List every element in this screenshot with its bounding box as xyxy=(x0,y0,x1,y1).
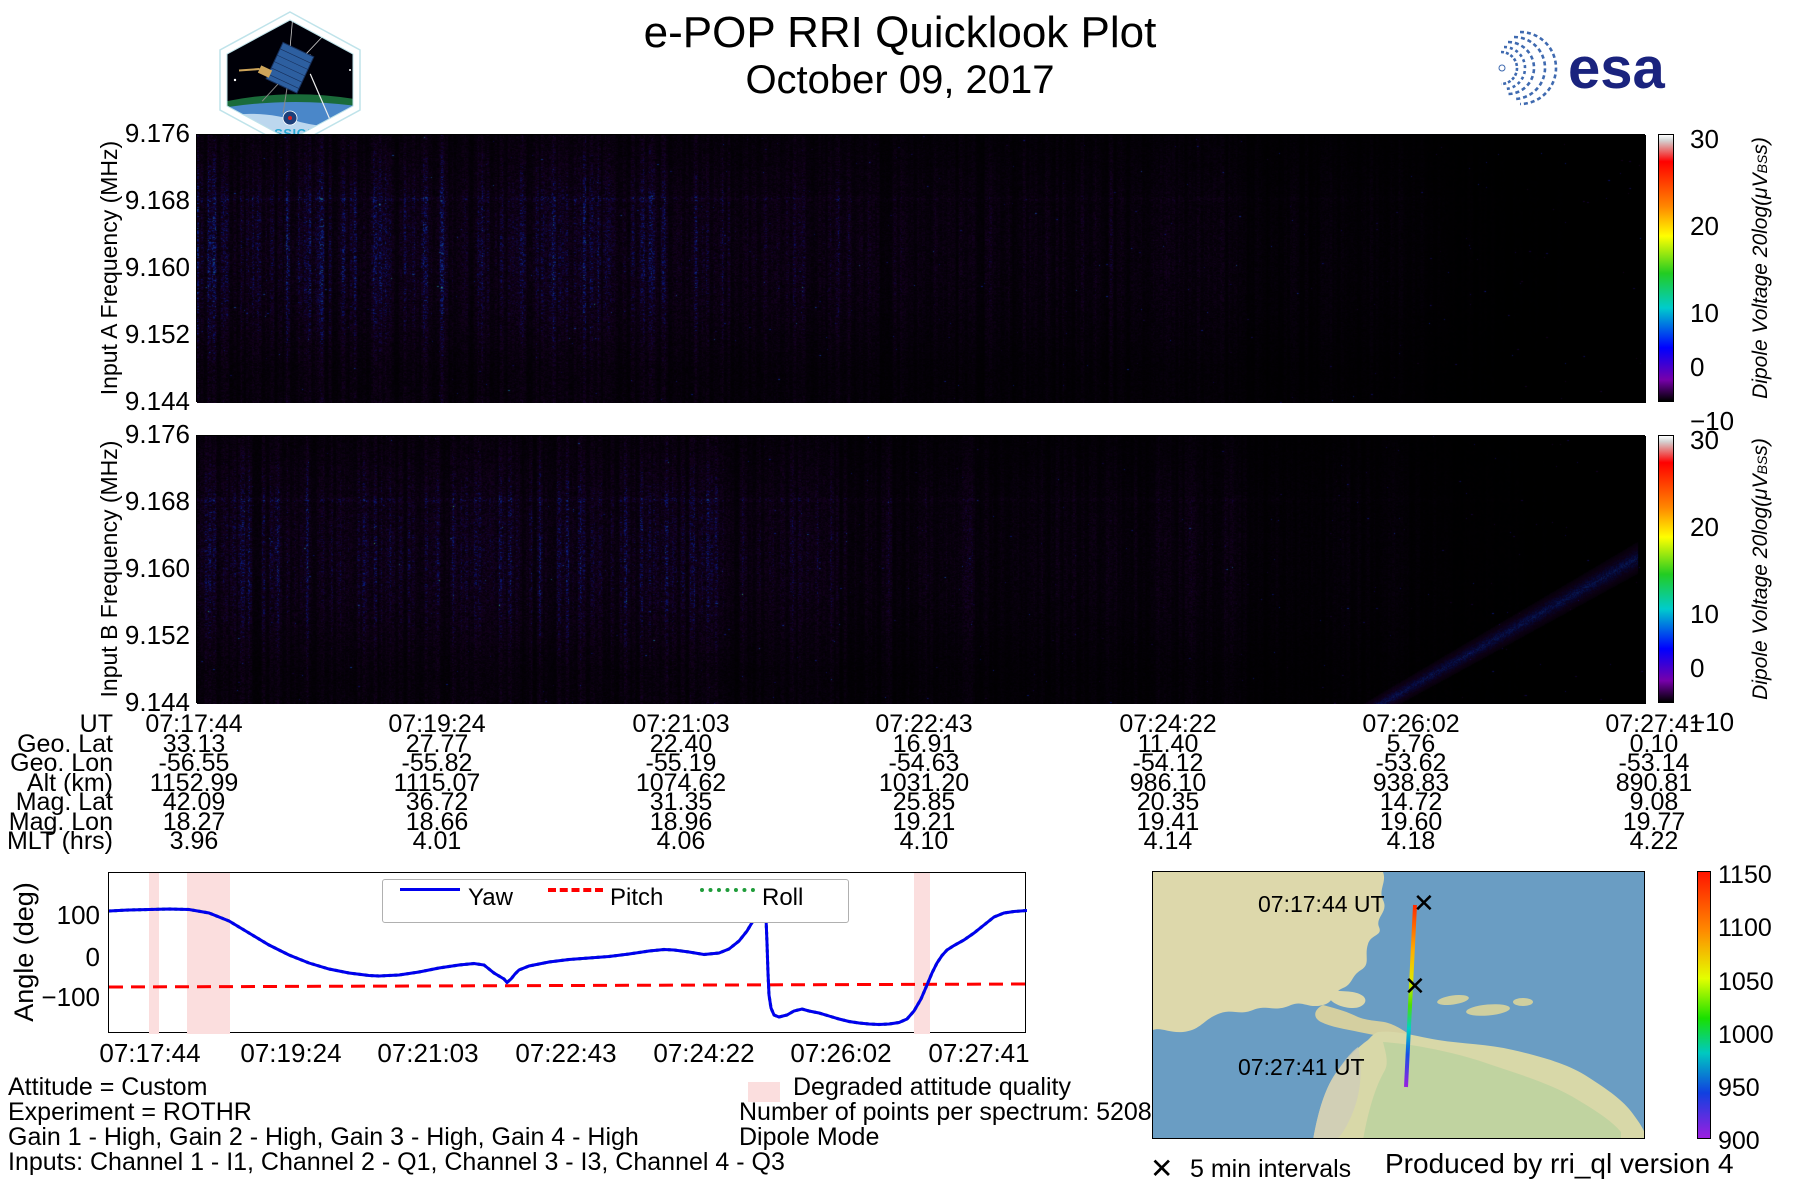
svg-text:esa: esa xyxy=(1568,36,1666,101)
svg-text:✕: ✕ xyxy=(1404,971,1426,1001)
svg-text:✕: ✕ xyxy=(1413,888,1435,918)
svg-text:07:17:44 UT: 07:17:44 UT xyxy=(1258,891,1385,917)
svg-text:07:27:41 UT: 07:27:41 UT xyxy=(1238,1054,1365,1080)
